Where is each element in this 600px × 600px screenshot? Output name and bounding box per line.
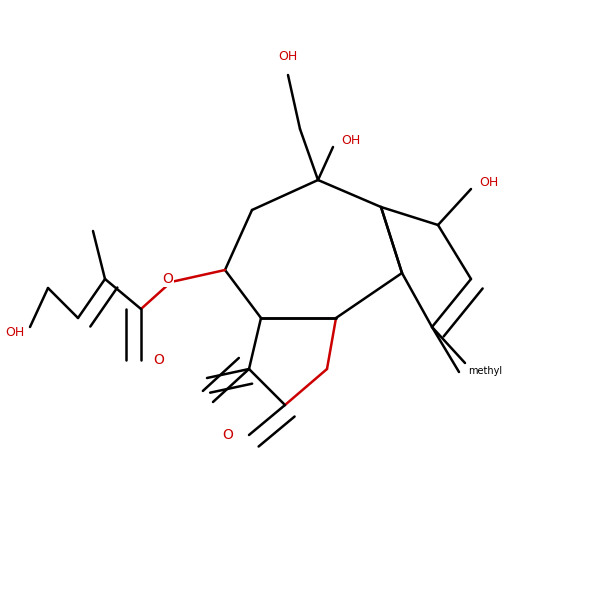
Text: O: O bbox=[223, 428, 233, 442]
Text: OH: OH bbox=[5, 326, 25, 340]
Text: OH: OH bbox=[341, 134, 361, 148]
Text: O: O bbox=[154, 353, 164, 367]
Text: methyl: methyl bbox=[468, 366, 502, 376]
Text: OH: OH bbox=[479, 176, 499, 190]
Text: O: O bbox=[163, 272, 173, 286]
Text: OH: OH bbox=[278, 50, 298, 64]
